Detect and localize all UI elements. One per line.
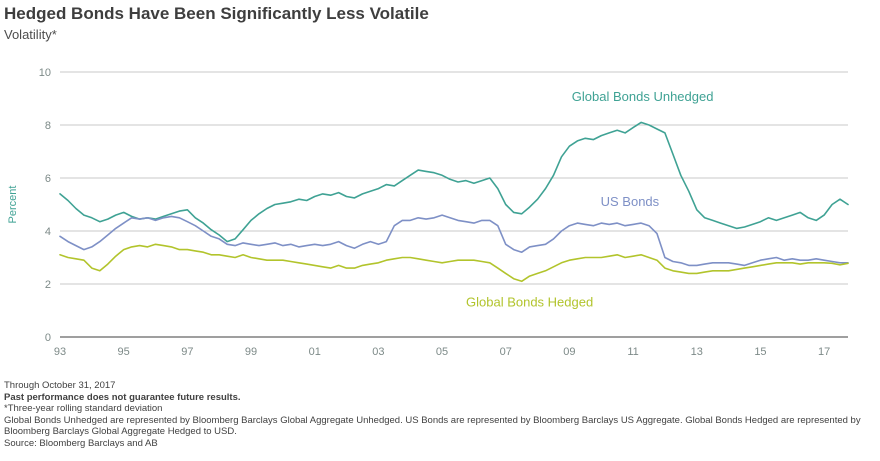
footnote-through-date: Through October 31, 2017 <box>4 380 116 391</box>
x-tick-label: 93 <box>54 346 66 358</box>
x-tick-label: 95 <box>118 346 130 358</box>
footnote-source: Source: Bloomberg Barclays and AB <box>4 437 158 449</box>
x-tick-label: 11 <box>627 346 638 358</box>
x-tick-label: 03 <box>372 346 384 358</box>
x-tick-label: 15 <box>754 346 766 358</box>
chart-subtitle: Volatility* <box>4 27 57 42</box>
x-tick-label: 09 <box>563 346 575 358</box>
x-tick-label: 01 <box>309 346 321 358</box>
y-tick-label: 2 <box>45 279 51 291</box>
y-axis-label: Percent <box>7 186 19 224</box>
x-tick-label: 07 <box>500 346 512 358</box>
series-label: US Bonds <box>601 194 660 209</box>
series-line-global-bonds-hedged <box>59 243 849 283</box>
series-line-global-bonds-unhedged <box>59 121 849 243</box>
footnote-disclaimer: Past performance does not guarantee futu… <box>4 391 241 403</box>
page-title: Hedged Bonds Have Been Significantly Les… <box>4 4 429 23</box>
volatility-line-chart: 0 2 4 6 8 10 93 95 97 99 01 03 05 07 09 11 13 15 17 Percent… <box>7 67 849 358</box>
footnotes: Through October 31, 2017 Past performanc… <box>4 380 876 449</box>
y-tick-label: 10 <box>39 67 51 79</box>
y-tick-label: 4 <box>45 226 51 238</box>
y-tick-label: 6 <box>45 173 51 185</box>
x-tick-label: 97 <box>181 346 193 358</box>
series-line-us-bonds <box>59 214 849 267</box>
x-tick-label: 13 <box>691 346 703 358</box>
y-tick-label: 0 <box>45 332 51 344</box>
series-label: Global Bonds Unhedged <box>572 89 714 104</box>
x-tick-label: 17 <box>818 346 830 358</box>
footnote-representation: Global Bonds Unhedged are represented by… <box>4 414 861 438</box>
x-tick-label: 05 <box>436 346 448 358</box>
y-tick-label: 8 <box>45 120 51 132</box>
footnote-definition: *Three-year rolling standard deviation <box>4 403 163 414</box>
x-tick-label: 99 <box>245 346 257 358</box>
series-label: Global Bonds Hedged <box>466 295 593 310</box>
